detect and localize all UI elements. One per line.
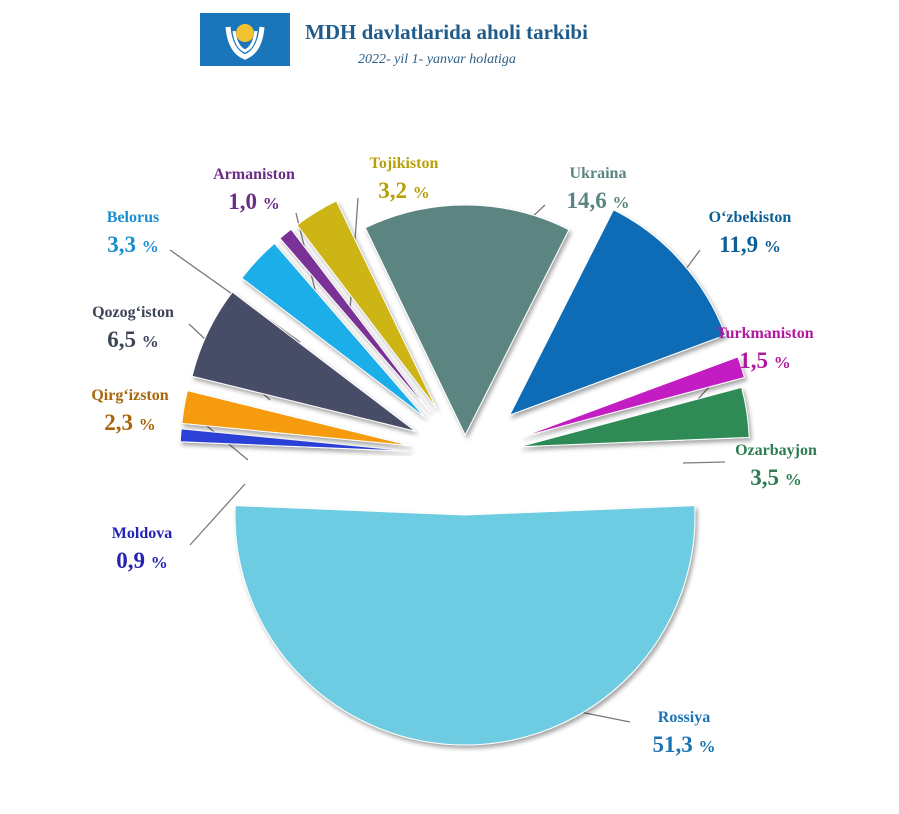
slice-label-name: Turkmaniston xyxy=(716,325,813,342)
slice-label-value: 14,6 % xyxy=(567,188,630,213)
slice-label-name: Qirg‘izston xyxy=(91,387,168,404)
chart-subtitle: 2022- yil 1- yanvar holatiga xyxy=(358,52,516,67)
pie-labels: Ukraina 14,6 % O‘zbekiston 11,9 % Turkmanist… xyxy=(91,155,817,757)
slice-label-value: 3,3 % xyxy=(107,232,159,257)
cis-emblem-icon xyxy=(200,13,290,66)
slice-label-name: Belorus xyxy=(107,209,159,226)
slice-label-name: Qozog‘iston xyxy=(92,304,174,321)
percent-unit: % xyxy=(613,193,630,212)
pie-slice-rossiya xyxy=(234,505,696,746)
percent-unit: % xyxy=(142,332,159,351)
pie-slice-qirg-izston xyxy=(181,390,411,447)
pie-slice-o-zbekiston xyxy=(508,209,727,416)
percent-unit: % xyxy=(764,237,781,256)
slice-label-name: O‘zbekiston xyxy=(709,209,792,226)
slice-label-name: Moldova xyxy=(112,525,172,542)
slice-label-name: Rossiya xyxy=(658,709,710,726)
slice-label-name: Ozarbayjon xyxy=(735,442,817,459)
percent-unit: % xyxy=(263,194,280,213)
slice-label-value: 51,3 % xyxy=(653,732,716,757)
pie-slice-qozog-iston xyxy=(191,291,416,432)
slice-label-value: 2,3 % xyxy=(104,410,156,435)
percent-unit: % xyxy=(785,470,802,489)
chart-title: MDH davlatlarida aholi tarkibi xyxy=(305,20,588,44)
slice-label-value: 11,9 % xyxy=(719,232,781,257)
percent-unit: % xyxy=(413,183,430,202)
pie-slices xyxy=(179,200,750,746)
slice-label-value: 1,5 % xyxy=(739,348,791,373)
slice-label-value: 1,0 % xyxy=(228,189,280,214)
pie-slice-ozarbayjon xyxy=(519,386,750,448)
slice-label-value: 6,5 % xyxy=(107,327,159,352)
pie-slice-armaniston xyxy=(279,228,431,413)
chart-header: MDH davlatlarida aholi tarkibi 2022- yil… xyxy=(0,0,899,80)
leader-line xyxy=(189,483,246,546)
slice-label-name: Ukraina xyxy=(570,165,627,182)
slice-label-value: 3,5 % xyxy=(750,465,802,490)
percent-unit: % xyxy=(774,353,791,372)
percent-unit: % xyxy=(151,553,168,572)
slice-label-value: 0,9 % xyxy=(116,548,168,573)
slice-label-name: Tojikiston xyxy=(370,155,439,172)
pie-slice-moldova xyxy=(179,428,411,452)
pie-slice-tojikiston xyxy=(296,200,437,409)
percent-unit: % xyxy=(142,237,159,256)
percent-unit: % xyxy=(139,415,156,434)
pie-slice-turkmaniston xyxy=(522,356,746,438)
pie-slice-belorus xyxy=(241,242,426,418)
slice-label-value: 3,2 % xyxy=(378,178,430,203)
slice-label-name: Armaniston xyxy=(213,166,295,183)
percent-unit: % xyxy=(699,737,716,756)
pie-slice-ukraina xyxy=(364,204,570,437)
leader-line xyxy=(682,461,726,464)
